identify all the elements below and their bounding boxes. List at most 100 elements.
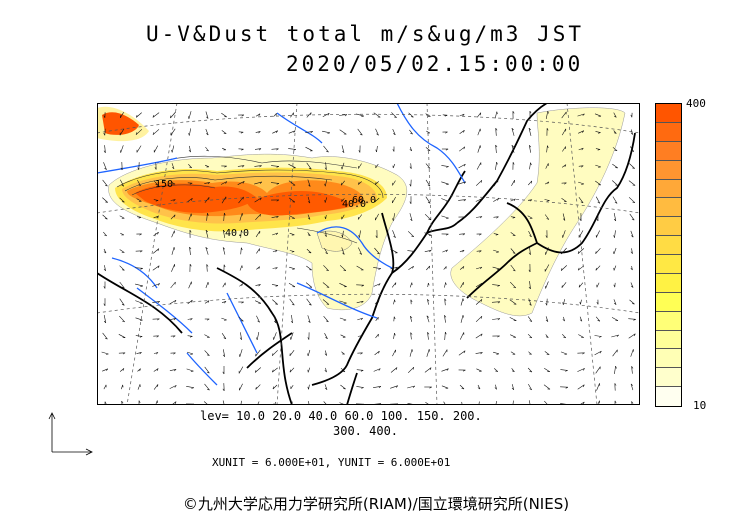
- wind-arrow-head: [241, 301, 244, 304]
- wind-arrow: [307, 367, 311, 373]
- wind-arrow: [630, 349, 634, 357]
- wind-arrow: [613, 265, 617, 271]
- wind-arrow-head: [324, 353, 327, 356]
- wind-arrow: [545, 281, 549, 289]
- wind-arrow: [561, 164, 567, 168]
- wind-arrow-head: [511, 370, 515, 372]
- wind-arrow: [221, 112, 227, 118]
- wind-arrow-head: [122, 368, 125, 371]
- wind-arrow: [577, 248, 585, 254]
- contour-label: 40.0: [342, 199, 366, 210]
- wind-arrow: [170, 199, 176, 201]
- wind-arrow: [153, 145, 159, 153]
- wind-arrow-head: [597, 149, 601, 151]
- wind-arrow: [561, 111, 567, 119]
- wind-arrow-head: [173, 247, 175, 250]
- wind-arrow: [392, 180, 396, 186]
- wind-arrow-head: [581, 183, 584, 185]
- wind-arrow-head: [615, 184, 618, 186]
- wind-arrow-head: [324, 200, 326, 203]
- wind-arrow-head: [275, 232, 279, 236]
- wind-arrow-head: [613, 218, 617, 222]
- wind-arrow: [272, 299, 278, 305]
- wind-arrow: [628, 197, 636, 203]
- wind-arrow: [103, 315, 107, 323]
- wind-arrow: [529, 162, 531, 170]
- wind-arrow: [288, 282, 296, 288]
- wind-arrow: [424, 232, 432, 236]
- wind-arrow-head: [103, 268, 106, 271]
- wind-arrow: [460, 298, 464, 306]
- wind-arrow-head: [189, 263, 192, 267]
- wind-arrow-head: [409, 183, 412, 187]
- wind-arrow-head: [429, 386, 432, 389]
- wind-arrow: [102, 179, 108, 187]
- wind-arrow-head: [275, 285, 279, 287]
- wind-arrow: [325, 231, 327, 237]
- wind-arrow-head: [529, 145, 532, 148]
- wind-arrow-head: [190, 370, 194, 372]
- wind-arrow: [392, 230, 396, 238]
- wind-arrow: [290, 384, 294, 390]
- colorbar-max-label: 400: [686, 97, 706, 110]
- wind-arrow: [562, 146, 566, 152]
- wind-arrow-head: [479, 250, 482, 253]
- wind-arrow-head: [545, 336, 549, 338]
- wind-arrow: [561, 198, 567, 202]
- wind-arrow: [578, 230, 584, 238]
- wind-arrow: [152, 301, 160, 303]
- wind-arrow-head: [378, 368, 381, 371]
- wind-arrow: [578, 282, 584, 288]
- wind-arrow-head: [206, 133, 209, 136]
- wind-arrow: [410, 163, 412, 169]
- wind-arrow-head: [463, 181, 467, 184]
- wind-arrow-head: [155, 200, 159, 202]
- wind-arrow-head: [631, 235, 634, 238]
- map-title: U-V&Dust total m/s&ug/m3 JST: [146, 22, 585, 46]
- wind-arrow-head: [224, 301, 227, 304]
- wind-arrow: [356, 300, 364, 304]
- wind-arrow-head: [324, 387, 328, 390]
- wind-arrow-head: [529, 110, 532, 114]
- wind-arrow: [306, 248, 312, 254]
- colorbar-segment: [656, 255, 681, 274]
- wind-arrow-head: [275, 249, 278, 253]
- wind-arrow-head: [258, 113, 261, 117]
- wind-arrow: [289, 350, 295, 356]
- wind-arrow: [325, 162, 327, 170]
- wind-arrow: [594, 350, 602, 356]
- wind-arrow-head: [616, 334, 619, 337]
- wind-arrow: [528, 128, 532, 136]
- wind-arrow: [290, 332, 294, 340]
- wind-arrow-head: [343, 269, 346, 271]
- wind-arrow: [374, 350, 380, 356]
- wind-arrow: [288, 180, 296, 186]
- wind-arrow: [358, 163, 362, 169]
- wind-arrow: [119, 368, 125, 372]
- wind-arrow: [578, 197, 584, 203]
- colorbar-segment: [656, 179, 681, 199]
- wind-arrow: [102, 214, 108, 220]
- contour-label: 40.0: [225, 228, 249, 239]
- wind-arrow-head: [577, 267, 580, 271]
- wind-arrow: [577, 384, 585, 390]
- wind-arrow: [187, 198, 193, 202]
- wind-arrow: [545, 111, 549, 119]
- wind-arrow: [510, 334, 516, 338]
- wind-arrow-head: [463, 146, 466, 150]
- wind-arrow-head: [207, 388, 210, 391]
- wind-arrow-head: [564, 182, 567, 185]
- wind-arrow: [272, 267, 278, 269]
- wind-arrow: [374, 247, 380, 255]
- wind-arrow: [407, 385, 415, 389]
- wind-arrow: [577, 113, 585, 117]
- wind-arrow-head: [307, 217, 311, 220]
- wind-arrow-head: [496, 268, 500, 270]
- levels-line-2: 300. 400.: [333, 424, 399, 438]
- wind-arrow-head: [207, 213, 209, 216]
- wind-arrow: [223, 349, 225, 357]
- wind-arrow: [459, 146, 465, 152]
- wind-arrow: [528, 383, 532, 391]
- wind-arrow: [272, 367, 278, 373]
- wind-arrow: [357, 214, 363, 220]
